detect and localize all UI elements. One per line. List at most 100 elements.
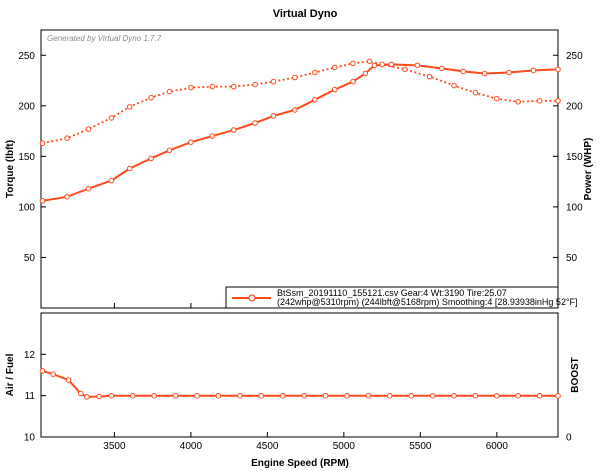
power-point [85, 126, 92, 132]
y-tick-label: 150 [18, 152, 35, 163]
torque-point [331, 86, 338, 93]
air-fuel-point [555, 392, 561, 399]
y2-tick-label: 0 [566, 433, 572, 444]
power-point [64, 135, 70, 141]
y-tick-label: 50 [24, 253, 36, 264]
power-point [108, 115, 115, 121]
y-tick-label: 11 [25, 391, 36, 402]
y-tick-label: 10 [24, 433, 36, 444]
torque-point [362, 70, 369, 77]
plot-frame-top [40, 29, 559, 309]
torque-point [371, 62, 378, 69]
power-point [402, 66, 408, 73]
bottom-series [39, 368, 561, 400]
legend-line-2: (242whp@5310rpm) (244lbft@5168rpm) Smoot… [277, 297, 578, 307]
air-fuel-point [365, 392, 372, 399]
y2-tick-label: 50 [566, 253, 578, 264]
power-point [209, 83, 216, 90]
torque-point [292, 107, 298, 113]
power-line [42, 60, 558, 145]
torque-point [270, 113, 277, 119]
air-fuel-point [258, 392, 265, 399]
air-fuel-point [344, 392, 350, 399]
torque-point [188, 139, 194, 145]
air-fuel-point [279, 392, 286, 399]
torque-point [506, 69, 512, 76]
air-fuel-point [301, 392, 307, 399]
torque-point [209, 133, 216, 139]
air-fuel-point [215, 392, 222, 399]
air-fuel-point [78, 390, 84, 397]
power-axis-label: Power (WHP) [583, 138, 594, 201]
air-fuel-point [50, 371, 57, 378]
air-fuel-point [408, 392, 415, 399]
air-fuel-point [386, 392, 393, 399]
torque-point [555, 66, 561, 73]
torque-point [39, 198, 46, 204]
torque-point [108, 177, 115, 184]
air-fuel-point [472, 392, 479, 399]
watermark: Generated by Virtual Dyno 1.7.7 [47, 34, 162, 43]
chart-title: Virtual Dyno [273, 8, 338, 20]
bottom-ticks: 3500 4000 4500 5000 5500 6000 10 11 12 0 [24, 350, 572, 452]
plot-frame-bottom [40, 312, 559, 438]
legend-swatch-marker [248, 294, 256, 302]
air-fuel-point [172, 392, 179, 399]
power-point [148, 94, 154, 101]
x-axis-label: Engine Speed (RPM) [251, 458, 349, 469]
x-tick-label: 5500 [409, 441, 432, 452]
air-fuel-point [494, 392, 500, 399]
power-point [366, 58, 373, 65]
air-fuel-point [130, 392, 136, 399]
power-point [292, 74, 298, 81]
torque-point [481, 70, 488, 77]
torque-axis-label: Torque (lbft) [5, 140, 16, 198]
torque-point [460, 68, 467, 75]
power-point [555, 98, 561, 104]
x-tick-label: 4500 [256, 441, 279, 452]
air-fuel-point [96, 393, 102, 400]
y2-tick-label: 200 [566, 101, 583, 112]
x-tick-label: 4000 [180, 441, 203, 452]
air-fuel-point [65, 377, 72, 383]
top-series [39, 58, 561, 204]
y2-tick-label: 150 [566, 152, 583, 163]
torque-point [230, 127, 237, 133]
air-fuel-point [451, 392, 457, 399]
power-point [379, 61, 385, 68]
torque-point [414, 62, 421, 69]
air-fuel-point [108, 392, 115, 399]
boost-axis-label: BOOST [570, 357, 581, 393]
torque-line [42, 63, 559, 202]
air-fuel-point [84, 394, 90, 400]
x-tick-label: 5000 [333, 441, 356, 452]
power-point [126, 104, 133, 110]
y2-tick-label: 100 [566, 202, 583, 213]
top-ticks: 50 100 150 200 250 50 100 150 200 250 [18, 51, 583, 308]
power-point [230, 83, 237, 90]
torque-point [166, 147, 173, 154]
y-tick-label: 250 [18, 51, 35, 62]
air-fuel-point [237, 392, 243, 399]
power-point [252, 81, 258, 88]
x-tick-label: 6000 [486, 441, 509, 452]
power-point [188, 84, 194, 91]
air-fuel-point [39, 368, 46, 374]
torque-point [148, 155, 154, 162]
torque-point [126, 165, 133, 172]
torque-point [439, 65, 445, 72]
power-point [515, 99, 522, 105]
power-point [494, 95, 500, 102]
y2-tick-label: 250 [566, 51, 583, 62]
power-point [39, 140, 46, 146]
y-tick-label: 100 [18, 202, 35, 213]
air-fuel-point [536, 392, 543, 399]
torque-point [350, 78, 356, 85]
legend-line-1: BtSsm_20191110_155121.csv Gear:4 Wt:3190… [277, 288, 507, 298]
legend: BtSsm_20191110_155121.csv Gear:4 Wt:3190… [225, 286, 578, 309]
power-point [426, 73, 433, 80]
air-fuel-point [515, 392, 522, 399]
power-point [270, 78, 277, 85]
air-fuel-point [429, 392, 436, 399]
